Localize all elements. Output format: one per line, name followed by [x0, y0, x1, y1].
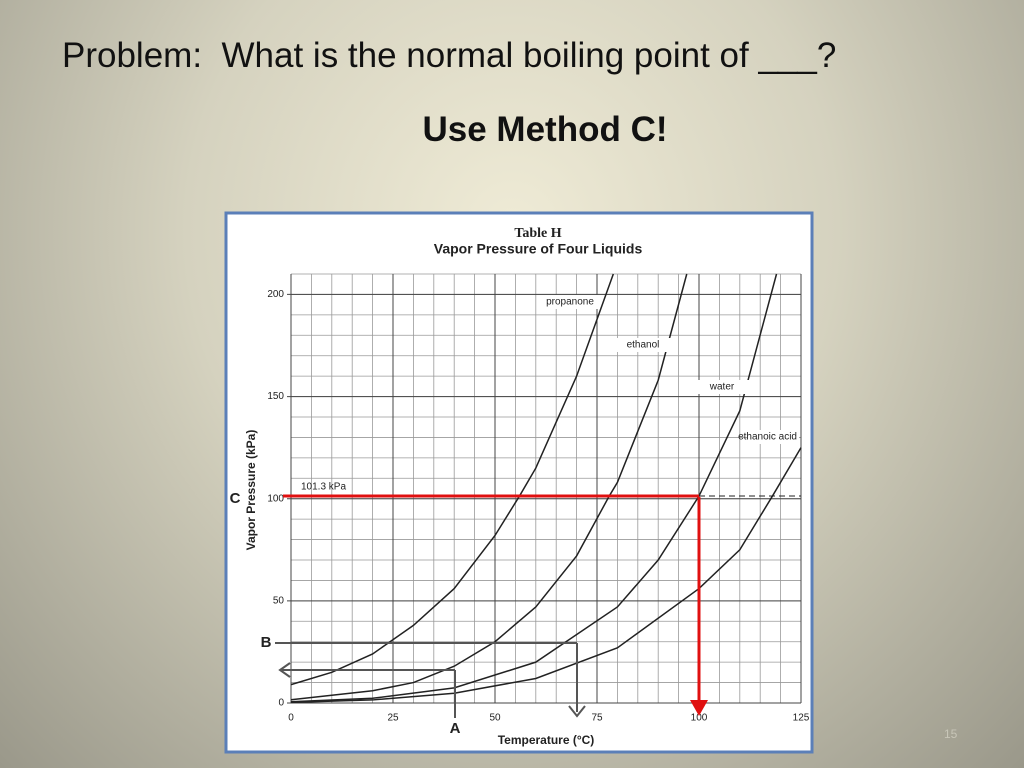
x-tick-label: 50	[489, 713, 501, 724]
x-tick-label: 75	[591, 713, 603, 724]
chart-subtitle: Vapor Pressure of Four Liquids	[434, 241, 643, 257]
y-tick-label: 150	[267, 391, 284, 402]
label-bg	[540, 295, 600, 309]
method-annotations: C B A	[230, 490, 708, 737]
label-bg	[613, 338, 673, 352]
x-tick-label: 0	[288, 713, 294, 724]
y-tick-label: 0	[278, 698, 284, 709]
y-tick-label: 200	[267, 289, 284, 300]
y-axis-label: Vapor Pressure (kPa)	[244, 430, 258, 551]
x-tick-label: 100	[691, 713, 708, 724]
arrow-head	[278, 662, 291, 678]
chart-title: Table H	[514, 226, 561, 241]
x-axis-label: Temperature (°C)	[498, 733, 595, 747]
series-line	[290, 273, 615, 686]
arrow-head	[690, 700, 708, 716]
marker-label: A	[450, 720, 461, 737]
page-number: 15	[944, 727, 958, 741]
marker-label: B	[261, 634, 272, 651]
arrow-head	[568, 705, 586, 718]
slide-title: Problem: What is the normal boiling poin…	[62, 36, 837, 75]
slide-subtitle: Use Method C!	[422, 110, 668, 149]
label-bg	[692, 380, 752, 394]
series-line	[290, 273, 778, 703]
reference-label: 101.3 kPa	[301, 482, 346, 493]
x-tick-label: 125	[793, 713, 810, 724]
series-label: ethanol	[627, 340, 660, 351]
series-line	[290, 447, 802, 704]
marker-label: C	[230, 490, 241, 507]
series-line	[290, 273, 688, 701]
series-label: water	[709, 382, 735, 393]
series-label: propanone	[546, 297, 594, 308]
series-label: ethanoic acid	[738, 432, 797, 443]
label-bg	[747, 430, 799, 444]
y-tick-label: 50	[273, 595, 285, 606]
y-tick-label: 100	[267, 493, 284, 504]
x-tick-label: 25	[387, 713, 399, 724]
